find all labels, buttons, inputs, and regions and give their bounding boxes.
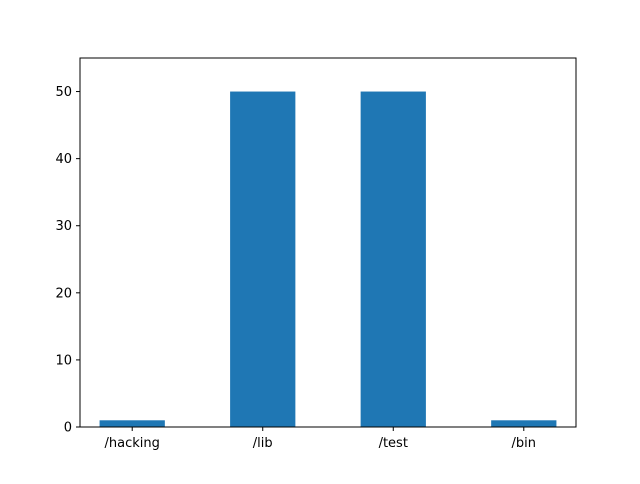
x-tick-label: /lib (253, 436, 273, 451)
bar-bin (491, 420, 557, 427)
y-tick-label: 50 (55, 85, 72, 100)
y-tick-label: 40 (55, 152, 72, 167)
bar-lib (230, 91, 296, 427)
y-tick-label: 20 (55, 286, 72, 301)
bar-test (360, 91, 426, 427)
y-tick-label: 10 (55, 353, 72, 368)
bars-group (99, 91, 557, 427)
x-tick-label: /test (379, 436, 408, 451)
y-tick-label: 30 (55, 219, 72, 234)
y-tick-label: 0 (64, 421, 72, 436)
plot-frame (79, 57, 577, 428)
x-tick-label: /bin (512, 436, 536, 451)
x-axis-ticks: /hacking/lib/test/bin (105, 427, 536, 451)
bar-hacking (99, 420, 165, 427)
y-axis-ticks: 0 10 20 30 40 50 (55, 85, 80, 436)
x-tick-label: /hacking (105, 436, 160, 451)
